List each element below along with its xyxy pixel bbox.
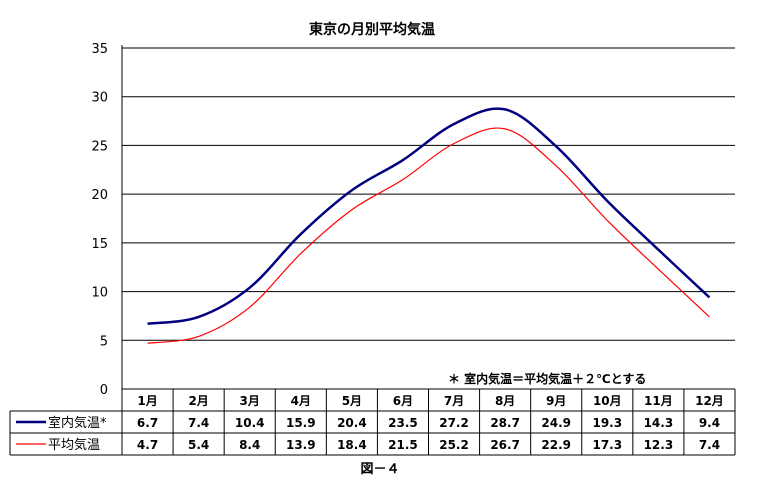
data-label: 15.9 <box>286 416 316 430</box>
y-tick-label: 30 <box>91 91 108 106</box>
series-lines <box>147 109 710 344</box>
data-label: 7.4 <box>188 416 209 430</box>
data-label: 22.9 <box>541 438 571 452</box>
x-tick-label: 9月 <box>546 394 566 408</box>
x-tick-label: 3月 <box>240 394 260 408</box>
data-point <box>351 190 352 191</box>
data-point <box>709 297 710 298</box>
x-tick-label: 4月 <box>291 394 311 408</box>
data-label: 5.4 <box>188 438 209 452</box>
data-label: 9.4 <box>699 416 720 430</box>
legend-label: 室内気温* <box>48 415 107 431</box>
data-point <box>658 269 659 270</box>
legend-label: 平均気温 <box>48 437 100 453</box>
y-tick-label: 25 <box>91 139 108 154</box>
data-label: 24.9 <box>541 416 571 430</box>
data-label: 25.2 <box>439 438 469 452</box>
y-tick-label: 0 <box>100 383 108 398</box>
figure-caption: 図－４ <box>360 462 399 477</box>
chart-title: 東京の月別平均気温 <box>309 21 435 38</box>
x-tick-label: 12月 <box>695 394 724 408</box>
y-tick-label: 20 <box>91 188 108 203</box>
data-point <box>147 343 148 344</box>
data-point <box>249 287 250 288</box>
data-label: 13.9 <box>286 438 316 452</box>
y-tick-label: 15 <box>91 237 108 252</box>
data-label: 4.7 <box>137 438 158 452</box>
data-label: 27.2 <box>439 416 469 430</box>
data-point <box>402 159 403 160</box>
data-label: 17.3 <box>592 438 622 452</box>
x-tick-label: 7月 <box>444 394 464 408</box>
y-tick-label: 5 <box>100 334 108 349</box>
data-point <box>658 249 659 250</box>
data-point <box>402 179 403 180</box>
data-label: 23.5 <box>388 416 418 430</box>
data-point <box>453 123 454 124</box>
x-tick-label: 6月 <box>393 394 413 408</box>
x-tick-label: 5月 <box>342 394 362 408</box>
data-point <box>607 220 608 221</box>
x-tick-label: 2月 <box>188 394 208 408</box>
data-point <box>147 323 148 324</box>
data-label: 14.3 <box>644 416 674 430</box>
data-label: 10.4 <box>235 416 265 430</box>
data-point <box>198 316 199 317</box>
chart-note: ＊ 室内気温＝平均気温＋２℃とする <box>448 371 646 386</box>
data-label: 12.3 <box>644 438 674 452</box>
data-point <box>607 200 608 201</box>
grid-lines <box>122 45 735 389</box>
data-label: 26.7 <box>490 438 520 452</box>
data-point <box>556 165 557 166</box>
data-label: 7.4 <box>699 438 720 452</box>
data-point <box>709 316 710 317</box>
data-label: 8.4 <box>239 438 260 452</box>
x-tick-label: 10月 <box>593 394 622 408</box>
data-point <box>453 143 454 144</box>
data-label: 6.7 <box>137 416 158 430</box>
x-tick-label: 11月 <box>644 394 673 408</box>
data-point <box>300 253 301 254</box>
data-point <box>300 233 301 234</box>
y-tick-label: 35 <box>91 42 108 57</box>
data-label: 21.5 <box>388 438 418 452</box>
data-label: 19.3 <box>592 416 622 430</box>
data-point <box>556 146 557 147</box>
data-point <box>505 109 506 110</box>
data-point <box>198 336 199 337</box>
x-tick-label: 1月 <box>137 394 157 408</box>
data-point <box>249 307 250 308</box>
data-label: 20.4 <box>337 416 367 430</box>
data-label: 18.4 <box>337 438 367 452</box>
data-label: 28.7 <box>490 416 520 430</box>
y-tick-label: 10 <box>91 286 108 301</box>
data-point <box>351 209 352 210</box>
x-tick-label: 8月 <box>495 394 515 408</box>
y-axis-ticks: 0 5 10 15 20 25 30 35 <box>91 42 108 398</box>
data-point <box>505 128 506 129</box>
series-line-average <box>148 128 710 343</box>
